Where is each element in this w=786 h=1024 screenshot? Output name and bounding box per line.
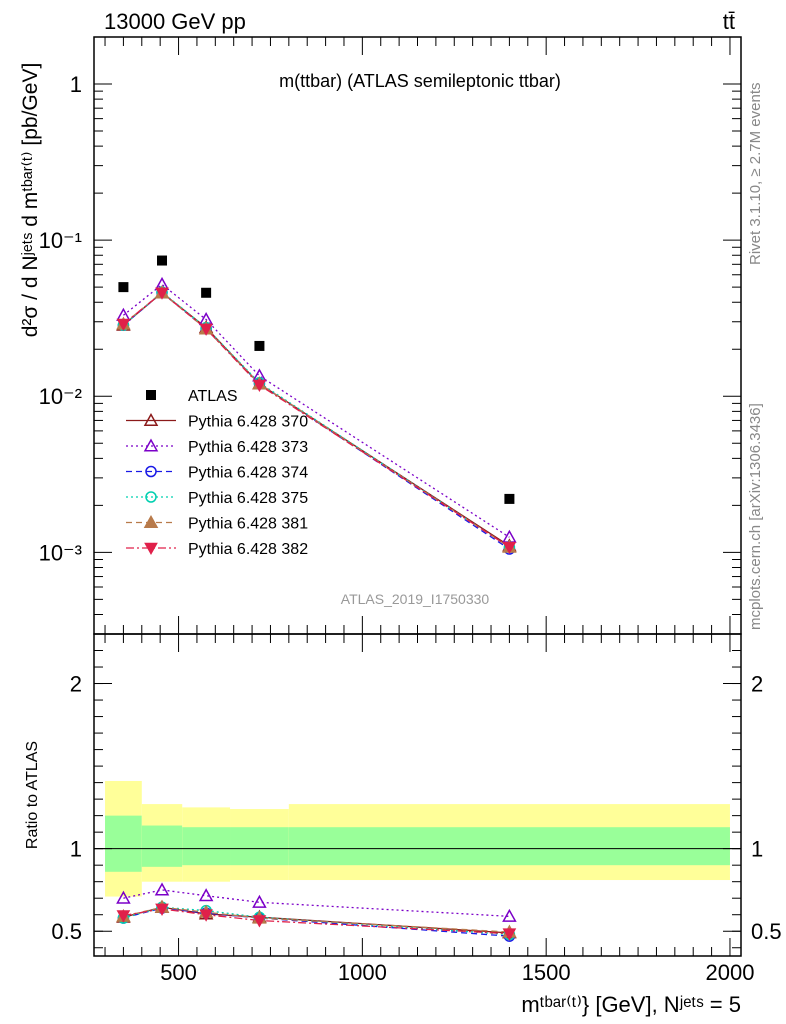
- ratio-frame: [93, 633, 742, 957]
- analysis-label: ATLAS_2019_I1750330: [341, 591, 490, 607]
- ratio-panel: 0.5 0.5 1 1 2 2 500 1000 1500 2000 Ratio to ATLAS…: [24, 633, 782, 1017]
- x-axis-label: mᵗᵇᵃʳ⁽ᵗ⁾} [GeV], Nʲᵉᵗˢ = 5: [521, 992, 741, 1017]
- series-marker: [155, 287, 169, 300]
- legend-marker: [143, 438, 159, 452]
- ratio-series-marker: [155, 903, 169, 916]
- uncertainty-band-inner: [230, 827, 289, 866]
- rivet-version-label: Rivet 3.1.10, ≥ 2.7M events: [747, 83, 764, 266]
- ratio-y-tick-label-right: 2: [751, 672, 763, 697]
- legend-label: Pythia 6.428 373: [188, 439, 308, 456]
- ratio-series-marker: [502, 908, 517, 922]
- ratio-series-marker: [198, 888, 214, 902]
- ratio-y-tick-label: 2: [70, 672, 82, 697]
- main-y-tick-label: 10⁻³: [39, 540, 82, 565]
- series-line: [122, 291, 510, 547]
- main-y-tick-label: 1: [70, 72, 82, 97]
- ratio-series-marker: [502, 928, 517, 941]
- series-line: [122, 291, 510, 548]
- ratio-series-line: [123, 906, 510, 933]
- atlas-data-point: [118, 282, 129, 293]
- legend-marker: [144, 542, 158, 556]
- ratio-series-marker: [252, 894, 267, 908]
- legend-label: Pythia 6.428 370: [188, 414, 308, 431]
- ratio-series-marker: [116, 910, 131, 923]
- uncertainty-band-inner: [182, 827, 231, 866]
- main-y-axis-label: d²σ / d Nʲᵉᵗˢ d mᵗᵇᵃʳ⁽ᵗ⁾ [pb/GeV]: [19, 63, 42, 338]
- main-y-tick-label: 10⁻²: [39, 384, 82, 409]
- ratio-series-marker: [116, 890, 131, 904]
- legend-label: Pythia 6.428 381: [188, 516, 308, 533]
- legend: ATLAS Pythia 6.428 370 Pythia 6.428 373 Pyt…: [126, 388, 308, 558]
- legend-marker: [145, 465, 157, 478]
- legend-marker: [143, 412, 159, 427]
- series-marker: [116, 318, 131, 332]
- x-tick-label: 1000: [338, 960, 387, 985]
- atlas-data-point: [504, 493, 515, 504]
- process-label: tt̄: [723, 9, 735, 34]
- ratio-y-tick-label-right: 0.5: [751, 919, 782, 944]
- series-marker: [252, 379, 267, 393]
- uncertainty-band-inner: [105, 815, 142, 872]
- ratio-series-line: [123, 889, 510, 918]
- legend-marker: [145, 491, 157, 503]
- atlas-data-point: [157, 255, 168, 266]
- ratio-y-tick-label: 0.5: [51, 919, 82, 944]
- ratio-series-line: [123, 907, 510, 937]
- x-tick-label: 1500: [522, 960, 571, 985]
- x-tick-label: 500: [160, 960, 197, 985]
- legend-label: Pythia 6.428 374: [188, 465, 308, 482]
- main-panel: 1 10⁻¹ 10⁻² 10⁻³ m(ttbar) (ATLAS semilepton…: [19, 36, 742, 635]
- ratio-y-axis-label: Ratio to ATLAS: [24, 741, 41, 849]
- series-marker: [199, 323, 213, 336]
- ratio-series-marker: [199, 909, 213, 922]
- x-tick-label: 2000: [705, 960, 754, 985]
- legend-marker: [146, 390, 156, 400]
- mcplots-label: mcplots.cern.ch [arXiv:1306.3436]: [747, 403, 764, 630]
- ratio-series-marker: [252, 915, 267, 928]
- ratio-series-marker: [154, 882, 170, 896]
- uncertainty-band-inner: [288, 827, 730, 866]
- ratio-y-tick-label: 1: [70, 837, 82, 862]
- legend-label: ATLAS: [188, 388, 238, 405]
- series-marker: [502, 541, 517, 555]
- legend-label: Pythia 6.428 382: [188, 541, 308, 558]
- legend-label: Pythia 6.428 375: [188, 490, 308, 507]
- legend-marker: [143, 514, 159, 529]
- ratio-y-tick-label-right: 1: [751, 837, 763, 862]
- series-line: [123, 283, 510, 538]
- main-title: m(ttbar) (ATLAS semileptonic ttbar): [279, 71, 561, 91]
- uncertainty-band-inner: [141, 825, 183, 867]
- atlas-data-point: [201, 287, 212, 298]
- main-y-tick-label: 10⁻¹: [39, 228, 82, 253]
- atlas-data-point: [254, 340, 265, 351]
- energy-label: 13000 GeV pp: [104, 9, 246, 34]
